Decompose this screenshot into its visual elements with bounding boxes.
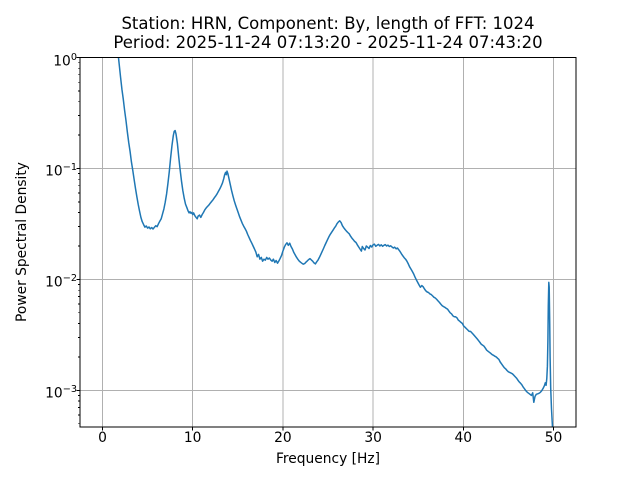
tick-marks — [76, 57, 554, 431]
x-tick-label-40: 40 — [454, 430, 473, 446]
y-axis-label: Power Spectral Density — [14, 162, 30, 322]
x-tick-label-20: 20 — [274, 430, 292, 446]
psd-curve-group — [117, 57, 554, 428]
x-axis-label: Frequency [Hz] — [275, 451, 381, 467]
x-tick-label-50: 50 — [544, 430, 563, 446]
plot-frame — [79, 57, 577, 428]
x-tick-label-30: 30 — [364, 430, 382, 446]
y-tick-label-1e-3: 10−3 — [45, 384, 77, 402]
x-tick-label-10: 10 — [183, 430, 202, 446]
gridlines — [80, 57, 576, 428]
chart-subtitle: Period: 2025-11-24 07:13:20 - 2025-11-24… — [113, 33, 543, 52]
y-tick-label-1e0: 100 — [53, 51, 77, 70]
chart-title-block: Station: HRN, Component: By, length of F… — [80, 14, 576, 52]
y-tick-label-1e-1: 10−1 — [45, 162, 77, 180]
psd-curve — [117, 57, 554, 428]
y-tick-label-1e-2: 10−2 — [45, 273, 77, 291]
x-tick-label-0: 0 — [98, 430, 107, 446]
chart-title: Station: HRN, Component: By, length of F… — [121, 14, 535, 33]
